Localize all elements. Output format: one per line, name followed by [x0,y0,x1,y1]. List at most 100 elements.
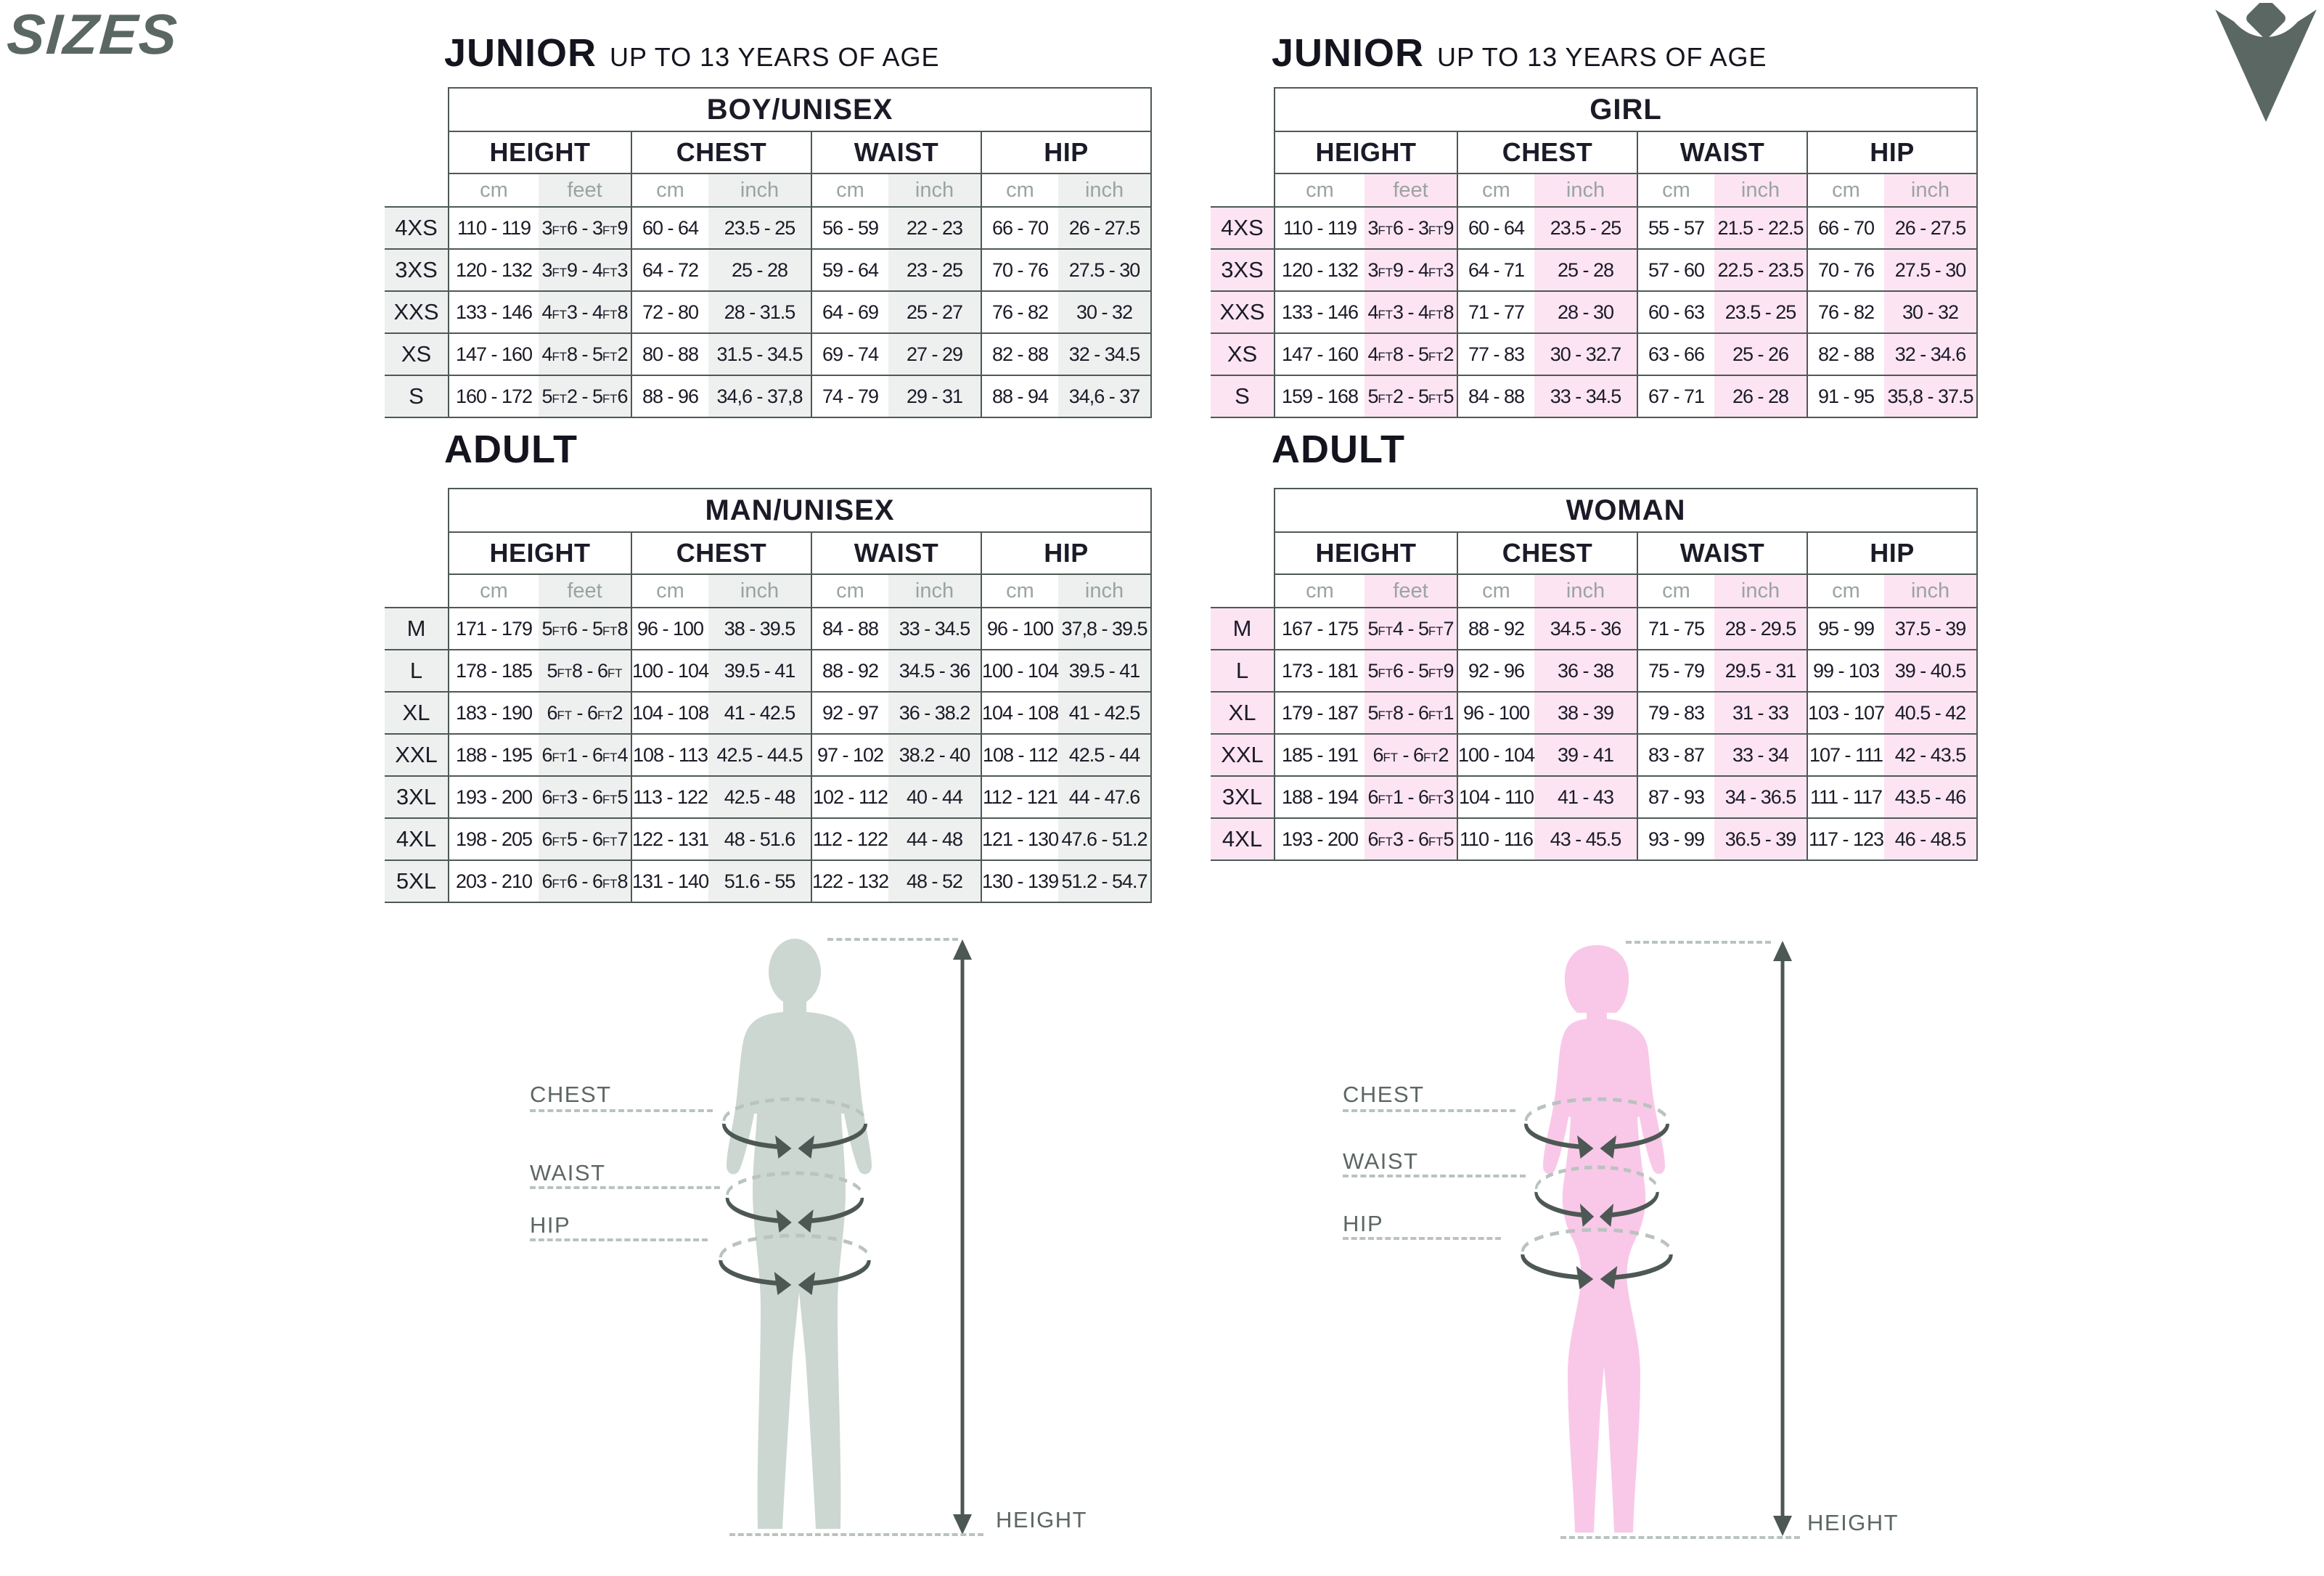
male-waist-label: WAIST [530,1160,606,1185]
table-row: 5XL 203 - 210 6FT6 - 6FT8 131 - 140 51.6 - 5… [385,860,1153,903]
measure-cell: 84 - 88 [1457,375,1534,418]
measure-cell: 102 - 112 [811,775,888,819]
measure-cell: 23 - 25 [888,248,981,292]
measure-cell: 34,6 - 37 [1058,375,1153,418]
male-chest-label: CHEST [530,1082,612,1107]
measure-cell: 63 - 66 [1637,332,1714,376]
unit-label: cm [1637,573,1714,608]
unit-label: cm [1637,173,1714,208]
measure-cell: 22 - 23 [888,206,981,250]
unit-label: inch [1534,573,1637,608]
measure-cell: 179 - 187 [1274,691,1364,735]
measure-cell: 104 - 108 [981,691,1059,735]
female-chest-ring-icon [1521,1090,1673,1164]
measure-cell: 39.5 - 41 [708,649,811,693]
table-row: 4XL 193 - 200 6FT3 - 6FT5 110 - 116 43 - 45.… [1211,817,1979,861]
measure-cell: 64 - 72 [631,248,708,292]
unit-label: inch [1714,173,1807,208]
measure-cell: 30 - 32.7 [1534,332,1637,376]
measure-cell: 27.5 - 30 [1058,248,1153,292]
measure-cell: 100 - 104 [981,649,1059,693]
table-row: M 171 - 179 5FT6 - 5FT8 96 - 100 38 - 39.5 84… [385,607,1153,650]
measure-cell: 32 - 34.5 [1058,332,1153,376]
measure-cell: 25 - 26 [1714,332,1807,376]
measure-cell: 4FT8 - 5FT2 [1364,332,1457,376]
measure-cell: 76 - 82 [981,290,1058,334]
measure-cell: 120 - 132 [448,248,539,292]
measure-cell: 99 - 103 [1807,649,1884,693]
unit-label: feet [1364,573,1457,608]
unit-label: feet [539,173,631,208]
measure-cell: 23.5 - 25 [708,206,811,250]
measure-cell: 26 - 28 [1714,375,1807,418]
measure-cell: 28 - 29.5 [1714,607,1807,650]
male-height-base-line [729,1533,983,1536]
measure-cell: 160 - 172 [448,375,539,418]
measure-cell: 22.5 - 23.5 [1714,248,1807,292]
measure-cell: 70 - 76 [1807,248,1884,292]
measure-cell: 34.5 - 36 [888,649,981,693]
measure-cell: 44 - 48 [888,817,981,861]
female-height-base-line [1560,1536,1800,1539]
measure-cell: 66 - 70 [1807,206,1884,250]
measure-cell: 5FT2 - 5FT6 [539,375,631,418]
measure-cell: 171 - 179 [448,607,539,650]
table-row: XXL 185 - 191 6FT - 6FT2 100 - 104 39 - 41 83… [1211,733,1979,777]
man-table-body: M 171 - 179 5FT6 - 5FT8 96 - 100 38 - 39.5 84… [385,607,1153,903]
measure-cell: 21.5 - 22.5 [1714,206,1807,250]
junior-subheading-text: UP TO 13 YEARS OF AGE [1437,42,1767,72]
col-header-chest: CHEST [631,531,811,575]
measure-cell: 33 - 34 [1714,733,1807,777]
measure-cell: 60 - 64 [631,206,708,250]
measure-cell: 34.5 - 36 [1534,607,1637,650]
female-waist-leader-line [1343,1175,1526,1177]
measure-cell: 75 - 79 [1637,649,1714,693]
measure-cell: 48 - 51.6 [708,817,811,861]
measure-cell: 27 - 29 [888,332,981,376]
measure-cell: 5FT2 - 5FT5 [1364,375,1457,418]
measure-cell: 31 - 33 [1714,691,1807,735]
measure-cell: 39 - 40.5 [1884,649,1979,693]
measure-cell: 37,8 - 39.5 [1058,607,1153,650]
measure-cell: 60 - 63 [1637,290,1714,334]
junior-right-heading: JUNIOR UP TO 13 YEARS OF AGE [1272,30,1767,75]
measure-cell: 64 - 69 [811,290,888,334]
size-label-cell: XL [385,691,449,735]
measure-cell: 3FT6 - 3FT9 [539,206,631,250]
measure-cell: 3FT6 - 3FT9 [1364,206,1457,250]
measure-cell: 41 - 42.5 [1058,691,1153,735]
measure-cell: 40.5 - 42 [1884,691,1979,735]
measure-cell: 108 - 113 [631,733,708,777]
table-row: 3XL 188 - 194 6FT1 - 6FT3 104 - 110 41 - 43 8… [1211,775,1979,819]
measure-cell: 26 - 27.5 [1884,206,1979,250]
size-label-cell: XS [1211,332,1274,376]
unit-label: inch [1884,173,1979,208]
measure-cell: 41 - 42.5 [708,691,811,735]
boy-size-table: BOY/UNISEX HEIGHT CHEST WAIST HIP cm fee… [385,87,1153,418]
female-chest-label: CHEST [1343,1082,1425,1107]
size-label-cell: XXL [385,733,449,777]
measure-cell: 71 - 75 [1637,607,1714,650]
measure-cell: 34 - 36.5 [1714,775,1807,819]
col-header-hip: HIP [1806,531,1979,575]
measure-cell: 5FT8 - 6FT [539,649,631,693]
table-row: XXL 188 - 195 6FT1 - 6FT4 108 - 113 42.5 - 4… [385,733,1153,777]
size-label-cell: 3XL [385,775,449,819]
measure-cell: 35,8 - 37.5 [1884,375,1979,418]
measure-cell: 29 - 31 [888,375,981,418]
size-label-cell: 3XS [385,248,449,292]
table-units-row: cm feet cm inch cm inch cm inch [385,573,1153,608]
measure-cell: 188 - 195 [448,733,539,777]
measure-cell: 25 - 28 [1534,248,1637,292]
unit-label: cm [981,573,1058,608]
unit-label: cm [811,173,888,208]
col-header-height: HEIGHT [448,531,631,575]
measure-cell: 64 - 71 [1457,248,1534,292]
measure-cell: 33 - 34.5 [1534,375,1637,418]
unit-label: cm [1807,173,1884,208]
col-header-waist: WAIST [1637,131,1807,174]
female-height-top-line [1626,941,1771,944]
unit-label: inch [888,173,981,208]
measure-cell: 71 - 77 [1457,290,1534,334]
table-row: 4XS 110 - 119 3FT6 - 3FT9 60 - 64 23.5 - 25 5… [385,206,1153,250]
